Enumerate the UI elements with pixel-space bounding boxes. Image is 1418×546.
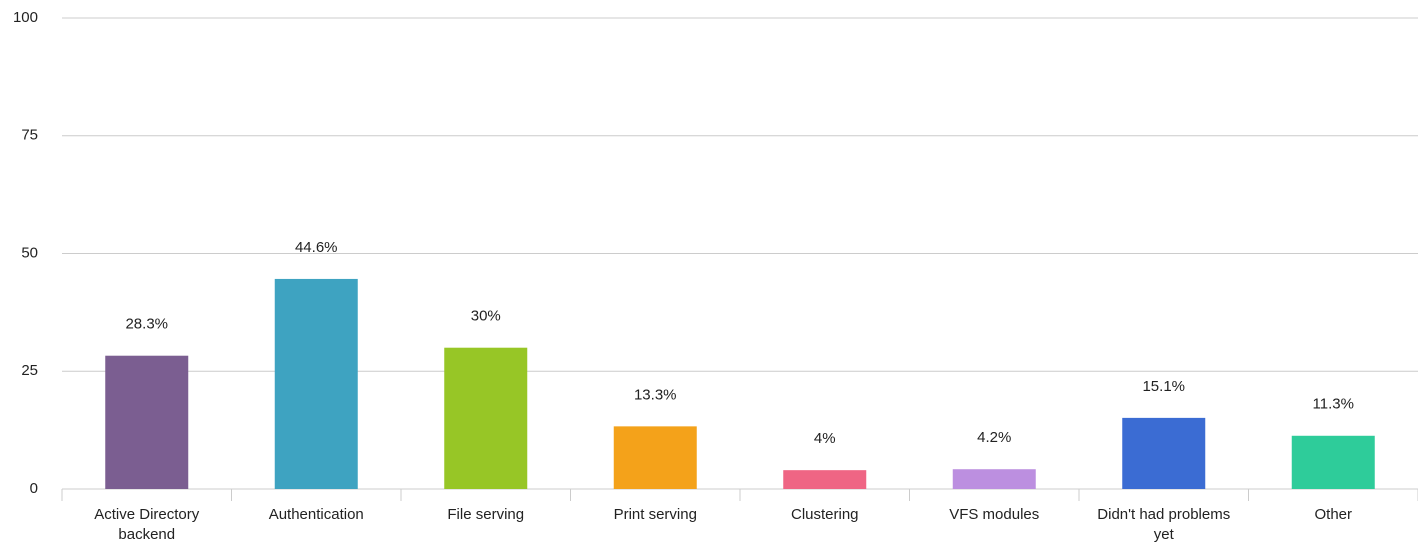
- x-tick-label: Other: [1314, 506, 1352, 523]
- data-label: 11.3%: [1313, 396, 1354, 413]
- bar: [274, 278, 358, 489]
- data-label: 15.1%: [1142, 378, 1185, 395]
- x-tick-label: Active Directory backend: [94, 506, 200, 543]
- x-tick-label: Print serving: [613, 506, 697, 523]
- data-label: 44.6%: [295, 239, 338, 256]
- y-tick-label: 50: [21, 244, 38, 261]
- x-tick-label: Clustering: [790, 506, 859, 523]
- data-label: 4%: [814, 430, 836, 447]
- data-label: 28.3%: [125, 316, 168, 333]
- bar: [783, 470, 867, 489]
- y-tick-label: 75: [21, 127, 38, 144]
- y-tick-label: 0: [30, 480, 38, 497]
- x-tick-label: VFS modules: [949, 506, 1040, 523]
- data-label: 30%: [471, 308, 501, 325]
- bar: [1122, 417, 1206, 489]
- y-tick-label: 100: [13, 9, 38, 26]
- data-label: 13.3%: [634, 386, 677, 403]
- y-tick-label: 25: [21, 362, 38, 379]
- data-label: 4.2%: [977, 429, 1011, 446]
- bar: [105, 355, 189, 489]
- bar: [444, 347, 528, 489]
- x-tick-label: Didn't had problems yet: [1097, 506, 1231, 543]
- x-tick-label: Authentication: [268, 506, 364, 523]
- bar: [952, 469, 1036, 489]
- x-tick-label: File serving: [447, 506, 525, 523]
- bar: [1291, 435, 1375, 489]
- bar: [613, 426, 697, 489]
